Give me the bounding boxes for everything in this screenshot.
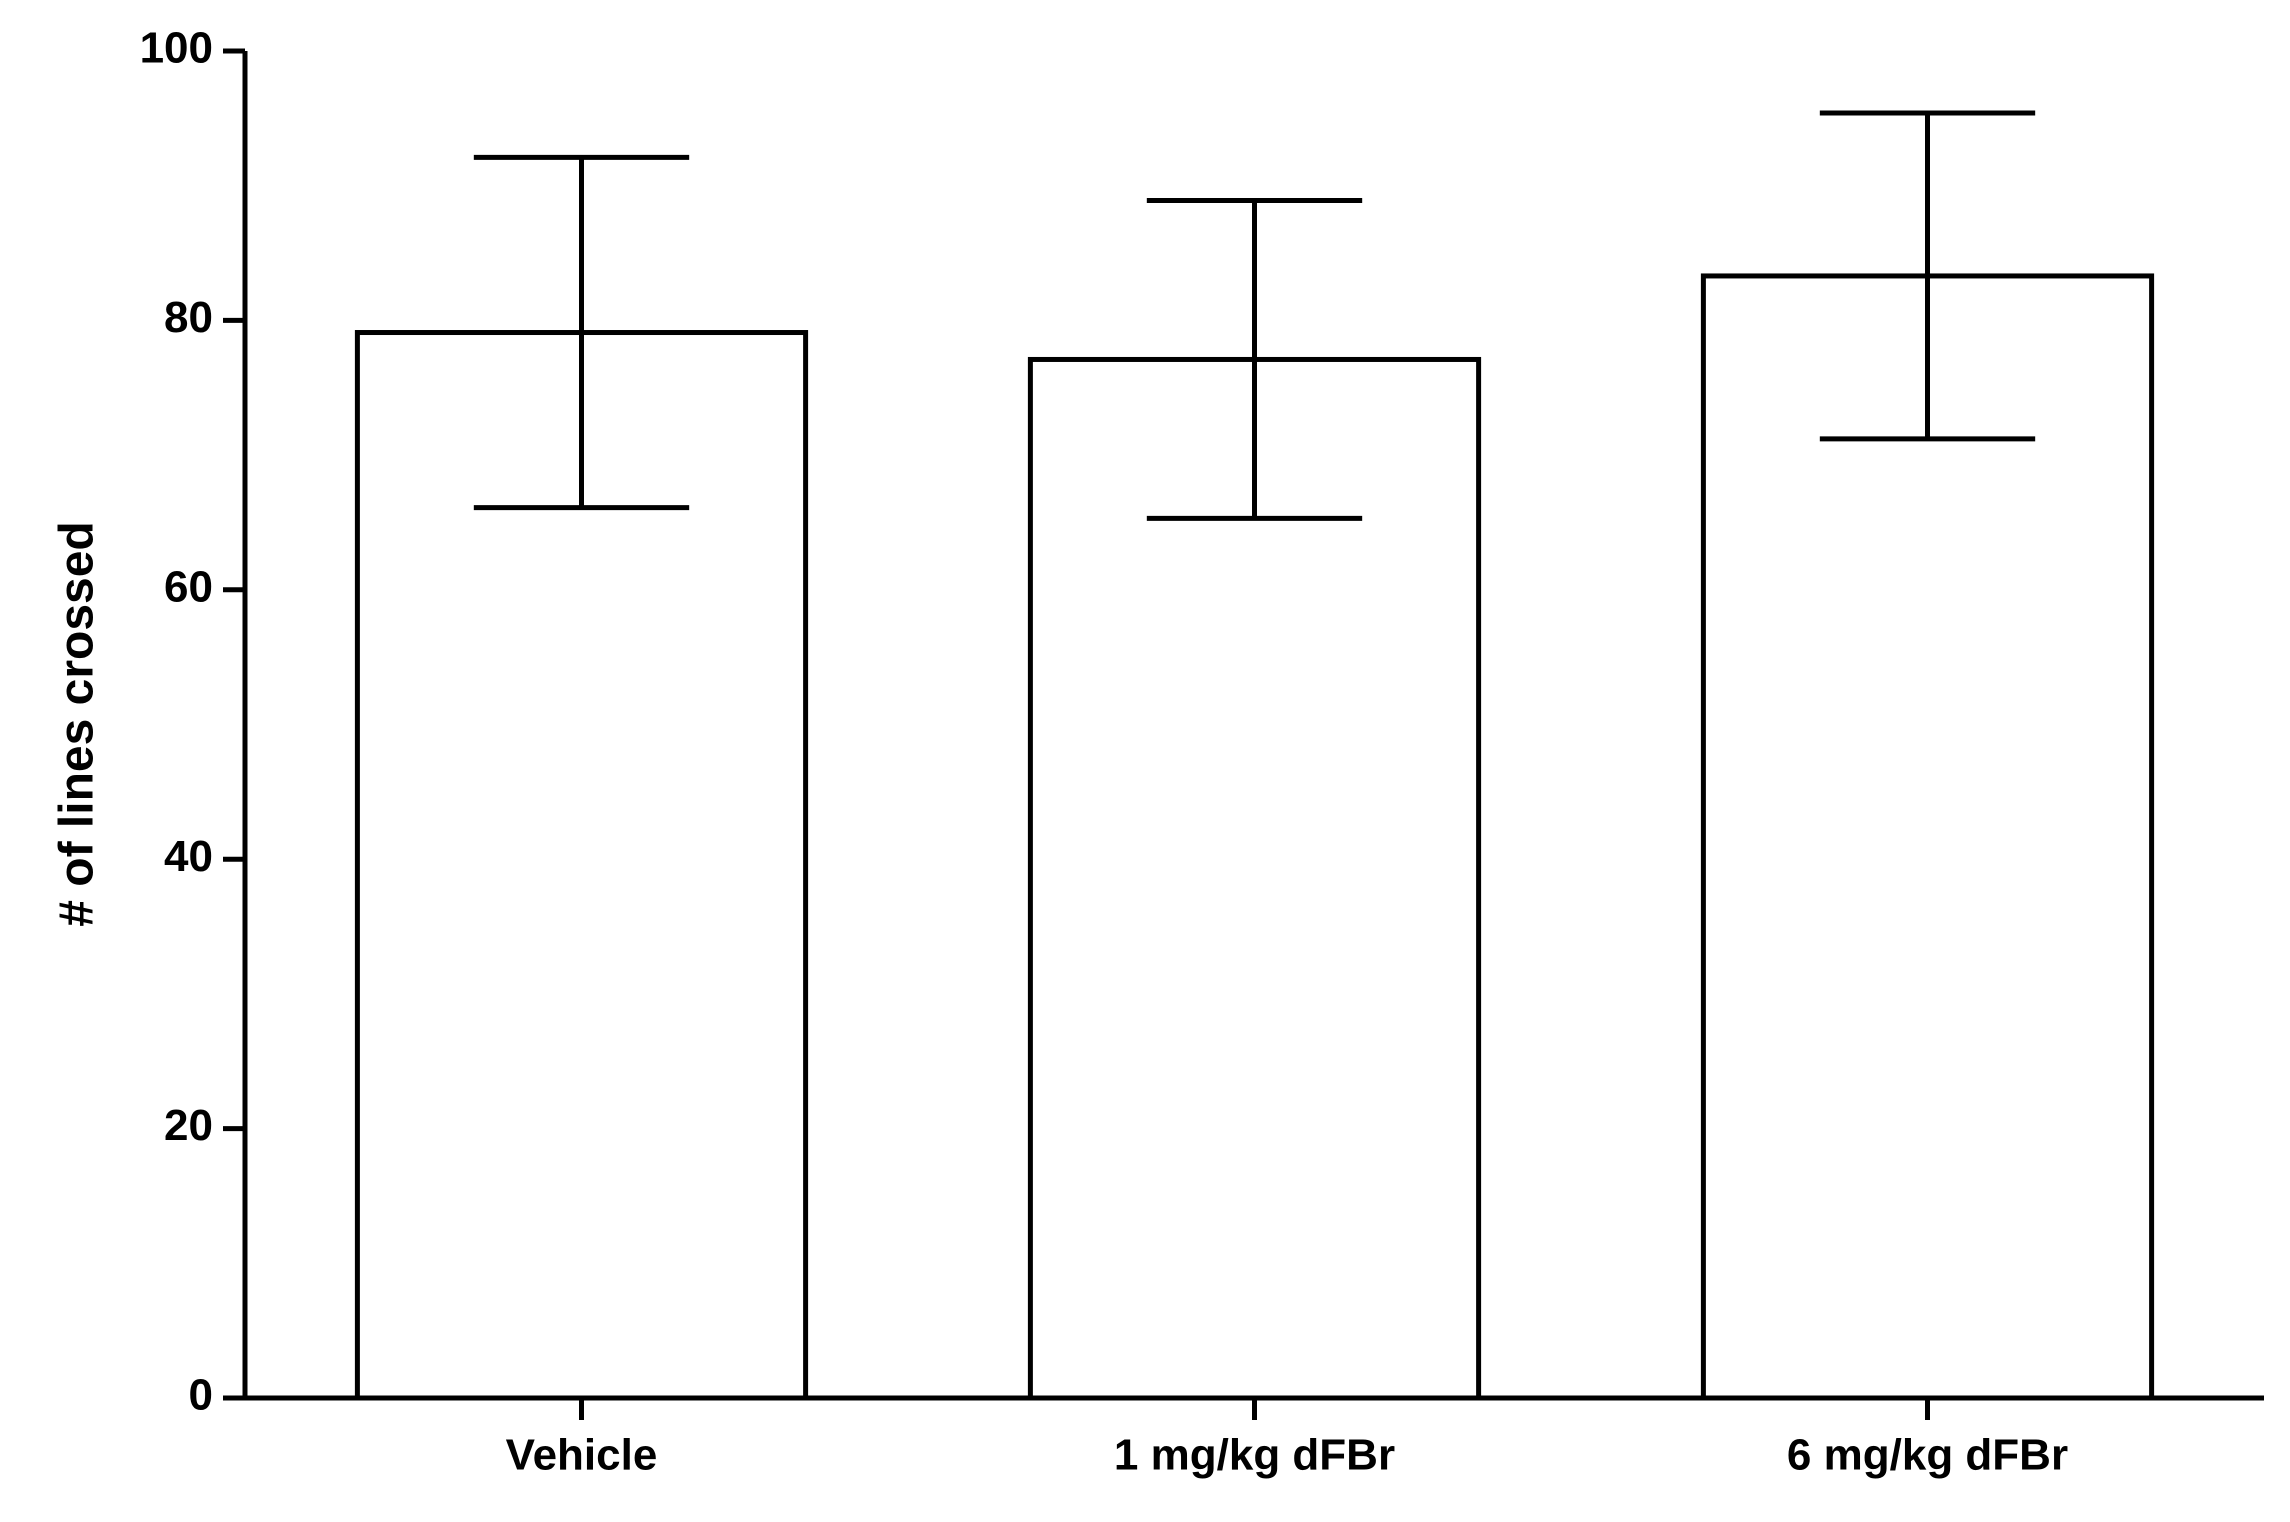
bar xyxy=(1027,356,1482,1401)
bar xyxy=(1700,273,2155,1401)
y-tick-label: 60 xyxy=(164,562,213,611)
x-tick-label: 1 mg/kg dFBr xyxy=(1114,1431,1395,1480)
x-tick-label: Vehicle xyxy=(506,1431,658,1480)
y-tick-label: 80 xyxy=(164,293,213,342)
x-tick-label: 6 mg/kg dFBr xyxy=(1787,1431,2068,1480)
y-axis-label: # of lines crossed xyxy=(51,521,104,927)
y-tick-label: 40 xyxy=(164,832,213,881)
y-tick-label: 20 xyxy=(164,1101,213,1150)
y-tick-label: 0 xyxy=(189,1371,213,1420)
y-tick-label: 100 xyxy=(140,24,213,73)
